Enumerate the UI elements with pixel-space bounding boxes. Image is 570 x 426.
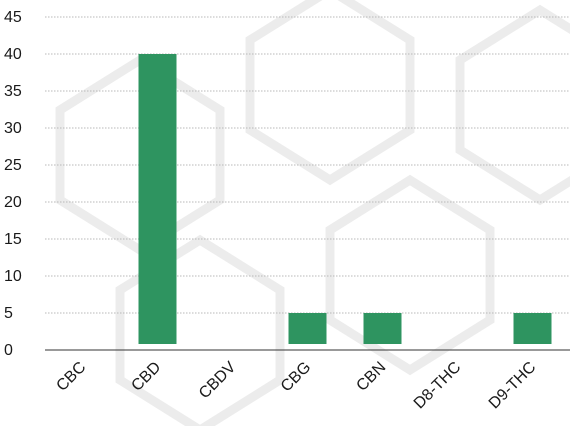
y-tick-label: 0	[4, 342, 13, 359]
y-tick-label: 25	[4, 157, 22, 174]
y-tick-label: 10	[4, 268, 22, 285]
y-tick-label: 15	[4, 231, 22, 248]
y-tick-label: 5	[4, 305, 13, 322]
bar-cbd	[138, 54, 177, 344]
x-tick-label: CBC	[53, 359, 89, 395]
y-tick-label: 30	[4, 120, 22, 137]
bar-cbn	[363, 313, 402, 344]
bar-cbg	[288, 313, 327, 344]
x-tick-label: CBN	[353, 359, 389, 395]
y-tick-label: 35	[4, 83, 22, 100]
y-tick-label: 45	[4, 9, 22, 26]
bars	[138, 54, 552, 344]
bar-d9-thc	[513, 313, 552, 344]
y-axis-ticks: 0 5 10 15 20 25 30 35 40 45	[4, 9, 22, 359]
y-tick-label: 40	[4, 46, 22, 63]
x-tick-label: CBDV	[196, 359, 240, 403]
x-tick-label: CBD	[128, 359, 164, 395]
y-tick-label: 20	[4, 194, 22, 211]
x-tick-label: D9-THC	[486, 359, 540, 413]
background-watermark	[55, 0, 570, 426]
